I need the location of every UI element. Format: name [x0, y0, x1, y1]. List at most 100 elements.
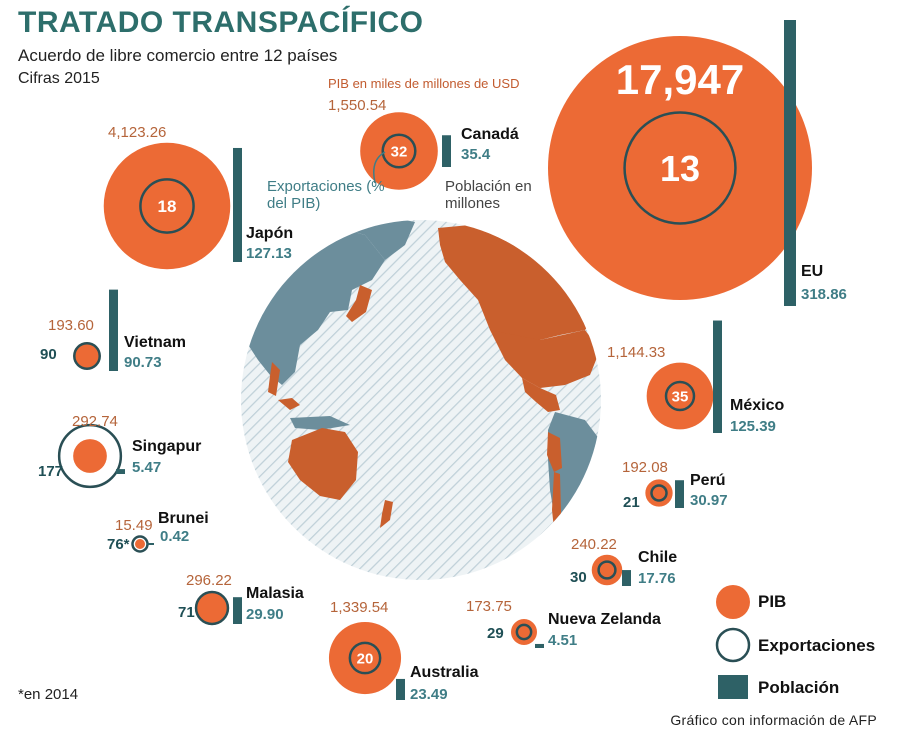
population-label-chile: 17.76 — [638, 570, 676, 587]
gdp-bubble-brunei — [135, 539, 145, 549]
population-label-eu: 318.86 — [801, 286, 847, 303]
country-name-peru: Perú — [690, 472, 726, 489]
population-label-nueva-zelanda: 4.51 — [548, 632, 578, 649]
gdp-bubble-australia — [328, 621, 402, 695]
exports-ring-vietnam — [73, 342, 101, 370]
gdp-label-chile: 240.22 — [571, 536, 617, 553]
exports-label-mexico: 35 — [672, 388, 689, 405]
exports-ring-australia — [348, 641, 382, 675]
gdp-bubble-malasia — [195, 591, 229, 625]
country-name-australia: Australia — [410, 664, 479, 681]
population-bar-chile — [622, 570, 631, 586]
country-name-nueva-zelanda: Nueva Zelanda — [548, 611, 661, 628]
gdp-bubble-singapur — [73, 439, 107, 473]
gdp-bubble-vietnam — [73, 342, 101, 370]
population-bar-vietnam — [109, 289, 118, 371]
gdp-label-australia: 1,339.54 — [330, 599, 389, 616]
exports-label-australia: 20 — [357, 650, 374, 667]
exports-ring-canada — [381, 133, 417, 169]
gdp-bubble-chile — [591, 554, 623, 586]
exports-ring-malasia — [194, 590, 230, 626]
country-name-malasia: Malasia — [246, 585, 304, 602]
source-credit: Gráfico con información de AFP — [670, 712, 877, 728]
footnote: *en 2014 — [18, 686, 79, 703]
population-bar-canada — [442, 135, 451, 167]
population-bar-peru — [675, 480, 684, 508]
population-bar-brunei — [147, 543, 154, 545]
exports-ring-japon — [139, 178, 195, 234]
gdp-label-peru: 192.08 — [622, 459, 668, 476]
population-label-mexico: 125.39 — [730, 418, 776, 435]
chart-title: TRATADO TRANSPACÍFICO — [18, 6, 424, 39]
chart-year: Cifras 2015 — [18, 70, 100, 87]
country-name-singapur: Singapur — [132, 438, 202, 455]
gdp-label-brunei: 15.49 — [115, 517, 153, 534]
exports-ring-chile — [597, 560, 617, 580]
exports-label-peru: 21 — [623, 494, 640, 511]
gdp-label-mexico: 1,144.33 — [607, 344, 666, 361]
land-alaska-canada — [438, 225, 600, 345]
land-vietnam — [268, 362, 280, 396]
exports-label-nueva-zelanda: 29 — [487, 625, 504, 642]
land-japan — [346, 285, 372, 322]
population-bar-singapur — [116, 469, 125, 474]
exports-unit-note: Exportaciones (% del PIB) — [267, 178, 385, 212]
gdp-bubble-japon — [103, 142, 231, 270]
gdp-bubble-peru — [645, 479, 673, 507]
legend-gdp-label: PIB — [758, 592, 787, 611]
globe-map — [241, 220, 601, 580]
exports-label-malasia: 71 — [178, 604, 195, 621]
country-name-chile: Chile — [638, 549, 678, 566]
gdp-label-eu: 17,947 — [616, 56, 744, 103]
country-name-japon: Japón — [246, 225, 294, 242]
population-label-malasia: 29.90 — [246, 606, 284, 623]
population-label-japon: 127.13 — [246, 245, 292, 262]
legend-population-swatch — [718, 675, 748, 699]
land-indonesia — [290, 416, 350, 430]
exports-label-singapur: 177 — [38, 463, 64, 480]
population-bar-mexico — [713, 320, 722, 433]
exports-label-eu: 13 — [660, 148, 700, 189]
population-label-peru: 30.97 — [690, 492, 728, 509]
exports-label-japon: 18 — [158, 197, 177, 216]
population-bar-australia — [396, 678, 405, 700]
population-label-canada: 35.4 — [461, 146, 491, 163]
gdp-bubble-eu — [548, 36, 812, 300]
gdp-bubble-nueva-zelanda — [511, 619, 537, 645]
gdp-label-singapur: 292.74 — [72, 413, 118, 430]
country-name-canada: Canadá — [461, 126, 519, 143]
land-mexico — [522, 378, 560, 412]
population-label-brunei: 0.42 — [160, 528, 190, 545]
legend-exports-swatch — [715, 627, 751, 663]
population-label-vietnam: 90.73 — [124, 354, 162, 371]
gdp-label-vietnam: 193.60 — [48, 317, 94, 334]
country-name-eu: EU — [801, 263, 824, 280]
legend-exports-label: Exportaciones — [758, 636, 876, 655]
exports-label-vietnam: 90 — [40, 346, 57, 363]
exports-ring-eu — [623, 111, 737, 225]
population-bar-malasia — [233, 597, 242, 624]
population-unit-note: Población en millones — [445, 178, 532, 212]
population-label-singapur: 5.47 — [132, 459, 162, 476]
exports-ring-peru — [650, 484, 668, 502]
land-malaysia — [278, 398, 300, 410]
gdp-label-canada: 1,550.54 — [328, 97, 387, 114]
legend-population-label: Población — [758, 678, 840, 697]
population-bar-eu — [784, 20, 796, 306]
gdp-bubble-mexico — [646, 362, 714, 430]
gdp-label-malasia: 296.22 — [186, 572, 232, 589]
chart-subtitle: Acuerdo de libre comercio entre 12 paíse… — [18, 46, 338, 65]
population-bar-japon — [233, 147, 242, 262]
gdp-unit-note: PIB en miles de millones de USD — [328, 76, 520, 91]
population-label-australia: 23.49 — [410, 686, 448, 703]
country-name-brunei: Brunei — [158, 510, 209, 527]
exports-label-chile: 30 — [570, 569, 587, 586]
land-australia — [288, 428, 358, 500]
exports-label-canada: 32 — [391, 143, 408, 160]
land-peru — [547, 432, 562, 472]
exports-ring-singapur — [57, 423, 123, 489]
population-bar-nueva-zelanda — [535, 643, 544, 648]
land-newzealand — [380, 500, 393, 528]
exports-ring-mexico — [664, 380, 696, 412]
